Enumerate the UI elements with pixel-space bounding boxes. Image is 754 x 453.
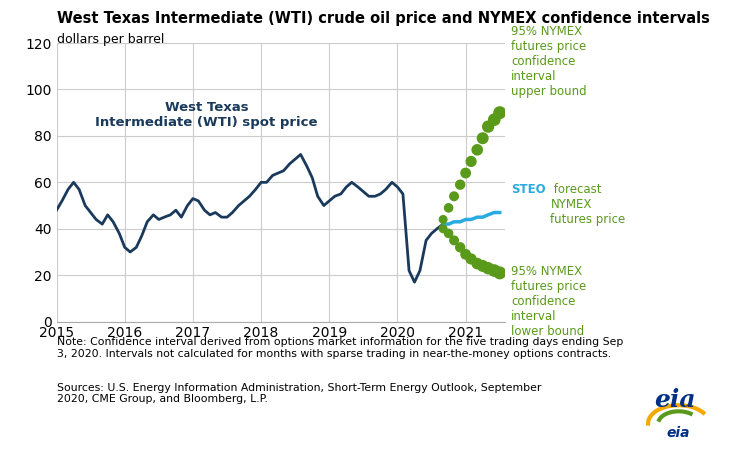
Text: STEO: STEO xyxy=(511,183,546,197)
Point xyxy=(471,260,483,267)
Point xyxy=(460,251,472,258)
Point xyxy=(477,262,489,270)
Point xyxy=(448,193,460,200)
Text: eia: eia xyxy=(654,388,696,412)
Point xyxy=(471,146,483,154)
Text: West Texas Intermediate (WTI) crude oil price and NYMEX confidence intervals: West Texas Intermediate (WTI) crude oil … xyxy=(57,11,710,26)
Point xyxy=(443,230,455,237)
Point xyxy=(465,255,477,263)
Point xyxy=(443,204,455,212)
Text: 95% NYMEX
futures price
confidence
interval
upper bound: 95% NYMEX futures price confidence inter… xyxy=(511,25,587,98)
Point xyxy=(489,116,501,123)
Point xyxy=(494,109,506,116)
Text: 95% NYMEX
futures price
confidence
interval
lower bound: 95% NYMEX futures price confidence inter… xyxy=(511,265,587,338)
Point xyxy=(448,237,460,244)
Text: Sources: U.S. Energy Information Administration, Short-Term Energy Outlook, Sept: Sources: U.S. Energy Information Adminis… xyxy=(57,383,541,405)
Point xyxy=(454,181,466,188)
Point xyxy=(477,135,489,142)
Text: forecast
NYMEX
futures price: forecast NYMEX futures price xyxy=(550,183,626,226)
Text: Note: Confidence interval derived from options market information for the five t: Note: Confidence interval derived from o… xyxy=(57,337,623,359)
Point xyxy=(460,169,472,177)
Point xyxy=(482,123,494,130)
Point xyxy=(465,158,477,165)
Point xyxy=(454,244,466,251)
Point xyxy=(482,265,494,272)
Text: dollars per barrel: dollars per barrel xyxy=(57,33,164,46)
Text: eia: eia xyxy=(667,426,691,440)
Point xyxy=(489,267,501,274)
Text: West Texas
Intermediate (WTI) spot price: West Texas Intermediate (WTI) spot price xyxy=(95,101,317,129)
Point xyxy=(437,216,449,223)
Point xyxy=(494,269,506,276)
Point xyxy=(437,225,449,232)
